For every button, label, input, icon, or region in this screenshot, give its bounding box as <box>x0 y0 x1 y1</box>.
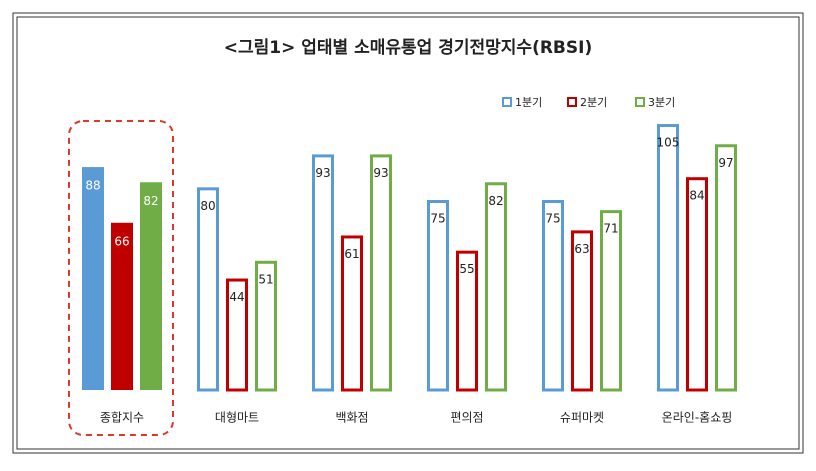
x-tick-label: 종합지수 <box>100 411 144 425</box>
value-label: 44 <box>229 290 244 304</box>
bar <box>571 230 593 392</box>
bar <box>485 182 507 392</box>
bar <box>715 144 737 392</box>
x-tick-label: 슈퍼마켓 <box>560 411 604 425</box>
bar <box>456 250 478 392</box>
bar <box>427 200 449 392</box>
bar <box>255 260 277 392</box>
highlight-box <box>68 120 174 436</box>
inner-frame <box>16 16 800 450</box>
bar <box>600 210 622 392</box>
legend-label: 3분기 <box>648 96 675 109</box>
value-label: 82 <box>488 194 503 208</box>
value-label: 80 <box>200 199 215 213</box>
value-label: 51 <box>258 272 273 286</box>
bar <box>657 124 679 392</box>
value-label: 55 <box>459 262 474 276</box>
x-tick-label: 대형마트 <box>215 411 259 425</box>
legend-swatch <box>567 97 577 107</box>
value-label: 84 <box>689 189 704 203</box>
value-label: 63 <box>574 242 589 256</box>
value-label: 66 <box>114 234 129 248</box>
bar <box>197 187 219 392</box>
bar <box>82 167 104 390</box>
legend-label: 1분기 <box>515 96 542 109</box>
legend-swatch <box>502 97 512 107</box>
value-label: 61 <box>344 247 359 261</box>
x-tick-label: 온라인-홈쇼핑 <box>662 411 733 425</box>
value-label: 71 <box>603 222 618 236</box>
bar <box>226 278 248 392</box>
value-label: 105 <box>657 136 680 150</box>
bar <box>686 177 708 392</box>
value-label: 93 <box>315 166 330 180</box>
value-label: 82 <box>143 194 158 208</box>
value-label: 97 <box>718 156 733 170</box>
x-tick-label: 백화점 <box>335 411 368 425</box>
legend-swatch <box>635 97 645 107</box>
outer-frame <box>12 12 804 454</box>
x-tick-label: 편의점 <box>450 411 483 425</box>
bar <box>341 235 363 392</box>
value-label: 88 <box>85 179 100 193</box>
bar <box>140 182 162 390</box>
bar <box>111 222 133 390</box>
value-label: 93 <box>373 166 388 180</box>
legend-label: 2분기 <box>580 96 607 109</box>
bar <box>542 200 564 392</box>
value-label: 75 <box>545 212 560 226</box>
chart-title: <그림1> 업태별 소매유통업 경기전망지수(RBSI) <box>224 38 592 58</box>
value-label: 75 <box>430 212 445 226</box>
bar <box>312 154 334 392</box>
bar <box>370 154 392 392</box>
